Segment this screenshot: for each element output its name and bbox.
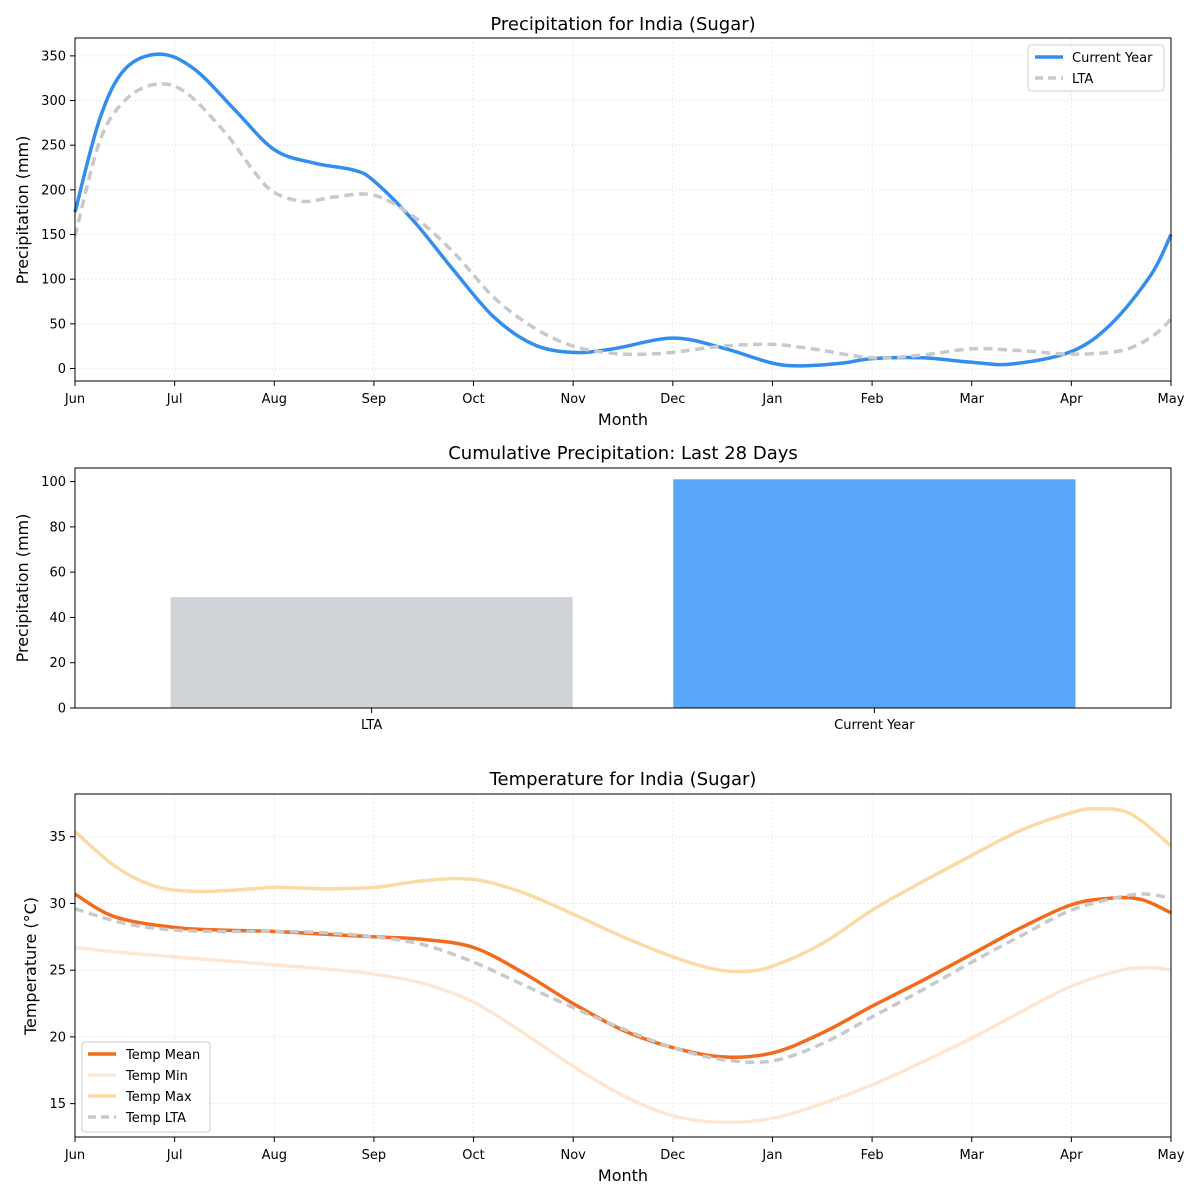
temperature-legend: Temp Mean Temp Min Temp Max Temp LTA [81,1041,211,1133]
temperature-legend-box [81,1041,211,1133]
cumulative-x-tick-label: Current Year [834,718,915,733]
series-line-temp-min [74,945,1172,1125]
temperature-series [73,806,1173,1125]
precipitation-chart: Jun Jul Aug Sep Oct Nov Dec Jan Feb Mar Apr May 0 50… [13,14,1185,429]
precipitation-legend: Current Year LTA [1027,44,1165,92]
bar-lta [170,597,573,708]
series-line-lta [73,82,1173,360]
temperature-x-tick-label: May [1158,1148,1185,1163]
precipitation-y-axis-label: Precipitation (mm) [13,136,32,285]
cumulative-y-tick-label: 40 [49,611,66,626]
temperature-x-tick-label: Sep [362,1148,387,1163]
precipitation-x-tick-label: Dec [660,392,685,407]
temperature-x-tick-label: Aug [262,1148,287,1163]
temperature-x-tick-label: Jul [166,1148,183,1163]
temperature-y-tick-label: 20 [49,1030,66,1045]
cumulative-y-tick-label: 0 [58,702,66,717]
cumulative-precipitation-chart: LTA Current Year 0 20 40 60 80 100 Cumulative … [13,443,1172,733]
temperature-x-tick-label: Nov [560,1148,586,1163]
precipitation-x-tick-label: Nov [560,392,586,407]
cumulative-axes-frame [74,467,1172,709]
precipitation-y-tick-label: 50 [49,317,66,332]
precipitation-title: Precipitation for India (Sugar) [490,14,755,35]
temperature-x-ticks: Jun Jul Aug Sep Oct Nov Dec Jan Feb Mar Apr May [64,1137,1185,1163]
series-line-temp-lta [74,892,1172,1065]
temperature-x-tick-label: Oct [462,1148,484,1163]
precipitation-axes-frame [74,37,1172,382]
precipitation-x-tick-label: Mar [959,392,984,407]
cumulative-y-tick-label: 100 [41,475,66,490]
temperature-x-tick-label: Dec [660,1148,685,1163]
temperature-y-tick-label: 15 [49,1097,66,1112]
precipitation-x-tick-label: Oct [462,392,484,407]
cumulative-y-axis-label: Precipitation (mm) [13,514,32,663]
temperature-title: Temperature for India (Sugar) [489,769,757,790]
precipitation-x-axis-label: Month [598,410,648,429]
temperature-y-tick-label: 30 [49,897,66,912]
precipitation-gridlines [74,38,1172,381]
legend-label-current-year: Current Year [1072,51,1153,66]
precipitation-x-tick-label: Jun [64,392,85,407]
legend-label-temp-min: Temp Min [125,1069,188,1084]
legend-label-temp-lta: Temp LTA [125,1111,186,1126]
temperature-chart: Jun Jul Aug Sep Oct Nov Dec Jan Feb Mar Apr May 15 2… [21,769,1185,1185]
precipitation-x-tick-label: Jan [761,392,782,407]
cumulative-x-tick-label: LTA [361,718,382,733]
precipitation-y-tick-label: 0 [58,362,66,377]
temperature-x-axis-label: Month [598,1166,648,1185]
cumulative-title: Cumulative Precipitation: Last 28 Days [448,443,798,464]
cumulative-y-tick-label: 60 [49,566,66,581]
precipitation-y-tick-label: 350 [41,49,66,64]
precipitation-y-ticks: 0 50 100 150 200 250 300 350 [41,49,75,377]
temperature-y-axis-label: Temperature (°C) [21,897,40,1036]
cumulative-y-tick-label: 20 [49,656,66,671]
cumulative-x-ticks: LTA Current Year [361,708,915,733]
precipitation-y-tick-label: 300 [41,94,66,109]
cumulative-bars [170,479,1076,708]
precipitation-x-tick-label: Aug [262,392,287,407]
temperature-x-tick-label: Mar [959,1148,984,1163]
temperature-axes-frame [74,793,1172,1138]
legend-label-temp-max: Temp Max [125,1090,192,1105]
precipitation-y-tick-label: 150 [41,228,66,243]
temperature-x-tick-label: Jan [761,1148,782,1163]
series-line-current-year [73,52,1173,368]
precipitation-x-tick-label: Feb [861,392,884,407]
temperature-y-tick-label: 25 [49,964,66,979]
precipitation-y-tick-label: 250 [41,139,66,154]
precipitation-x-tick-label: Jul [166,392,183,407]
cumulative-y-tick-label: 80 [49,520,66,535]
legend-label-temp-mean: Temp Mean [125,1048,200,1063]
temperature-x-tick-label: Apr [1060,1148,1083,1163]
precipitation-x-tick-label: Apr [1060,392,1083,407]
precipitation-y-tick-label: 100 [41,273,66,288]
temperature-y-ticks: 15 20 25 30 35 [49,830,75,1112]
temperature-x-tick-label: Jun [64,1148,85,1163]
precipitation-series [73,52,1173,368]
precipitation-x-ticks: Jun Jul Aug Sep Oct Nov Dec Jan Feb Mar Apr May [64,381,1185,407]
temperature-x-tick-label: Feb [861,1148,884,1163]
legend-label-lta: LTA [1072,72,1093,87]
bar-current-year [673,479,1076,708]
temperature-y-tick-label: 35 [49,830,66,845]
precipitation-x-tick-label: Sep [362,392,387,407]
cumulative-y-ticks: 0 20 40 60 80 100 [41,475,75,717]
series-line-temp-max [73,806,1173,974]
precipitation-y-tick-label: 200 [41,183,66,198]
precipitation-x-tick-label: May [1158,392,1185,407]
